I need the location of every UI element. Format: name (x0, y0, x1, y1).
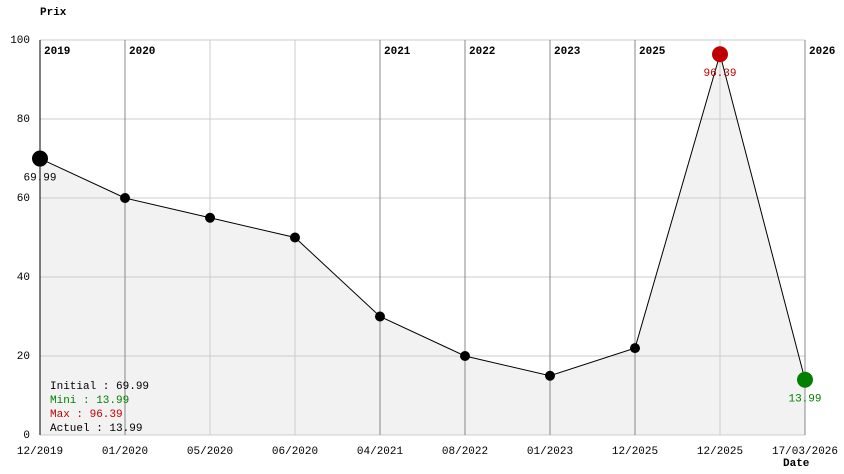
year-label: 2025 (639, 46, 666, 58)
year-label: 2022 (469, 46, 495, 58)
year-label: 2019 (44, 46, 70, 58)
y-axis-label: Prix (40, 7, 67, 19)
point (797, 371, 813, 388)
x-tick-label: 04/2021 (357, 446, 404, 458)
point (375, 311, 385, 322)
x-tick-label: 17/03/2026 (772, 446, 838, 458)
x-tick-label: 08/2022 (442, 446, 488, 458)
point (460, 351, 470, 361)
x-tick-label: 06/2020 (272, 446, 318, 458)
y-tick-label: 80 (17, 114, 30, 126)
y-tick-label: 60 (17, 193, 30, 205)
summary-line: Max : 96.39 (50, 409, 123, 421)
year-label: 2021 (384, 46, 411, 58)
point (205, 212, 215, 223)
summary-line: Mini : 13.99 (50, 395, 129, 407)
x-tick-label: 12/2019 (17, 446, 63, 458)
y-tick-label: 100 (10, 35, 30, 47)
x-tick-label: 12/2025 (612, 446, 658, 458)
point (712, 46, 728, 63)
y-tick-label: 20 (17, 351, 30, 363)
x-axis-label: Date (783, 458, 810, 470)
point (120, 193, 130, 203)
area (40, 54, 805, 436)
point (630, 343, 640, 354)
y-tick-label: 40 (17, 272, 30, 284)
summary-line: Actuel : 13.99 (50, 423, 142, 435)
point (32, 150, 48, 167)
line (39, 52, 806, 380)
x-tick-label: 12/2025 (697, 446, 743, 458)
x-tick-label: 01/2020 (102, 446, 148, 458)
year-label: 2023 (554, 46, 581, 58)
value-label: 69.99 (23, 172, 56, 184)
year-label: 2026 (809, 46, 835, 58)
value-label: 96.39 (703, 68, 736, 80)
value-label: 13.99 (788, 394, 821, 406)
y-tick-label: 0 (23, 430, 30, 442)
point (290, 232, 300, 243)
x-tick-label: 01/2023 (527, 446, 573, 458)
summary-line: Initial : 69.99 (50, 381, 149, 393)
year-label: 2020 (129, 46, 155, 58)
x-tick-label: 05/2020 (187, 446, 233, 458)
point (545, 370, 555, 381)
